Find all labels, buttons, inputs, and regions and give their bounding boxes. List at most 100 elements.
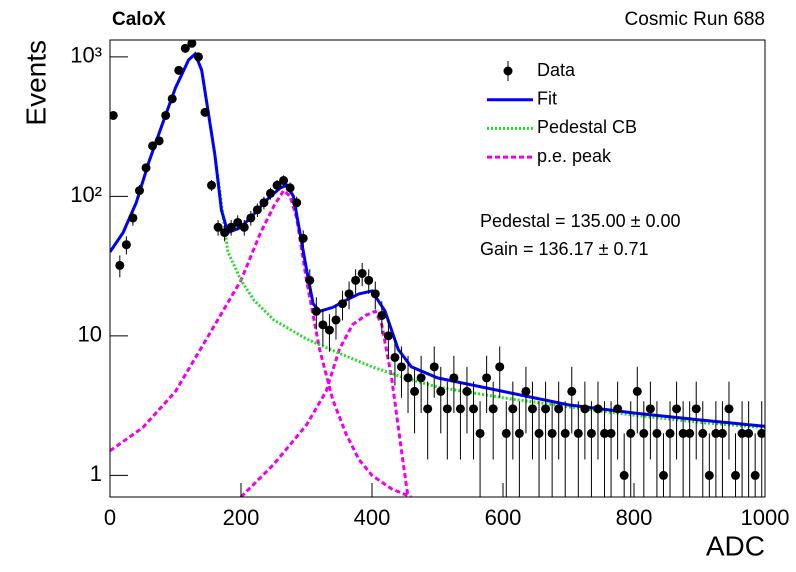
data-point [338,299,348,309]
data-point [134,186,144,196]
data-point [442,404,452,414]
data-point [554,404,564,414]
data-point [567,386,577,396]
data-point [436,386,446,396]
legend-label: p.e. peak [537,146,612,166]
data-point [462,386,472,396]
data-point [311,306,321,316]
data-point [370,289,380,299]
data-point [704,470,714,480]
data-point [724,404,734,414]
data-point [501,428,511,438]
data-point [259,198,269,208]
data-point [423,404,433,414]
data-point [495,362,505,372]
data-point [110,110,118,120]
data-point [586,428,596,438]
data-point [658,470,668,480]
data-point [233,217,243,227]
y-axis-label: Events [20,40,51,126]
data-point [121,240,131,250]
data-point [514,428,524,438]
plot-area [110,40,765,497]
y-tick-label: 10³ [70,43,102,68]
data-point [344,289,354,299]
data-point [527,404,537,414]
data-point [560,428,570,438]
data-point [351,275,361,285]
legend-label: Fit [537,88,557,108]
data-point [115,260,125,270]
data-point [717,428,727,438]
data-point [606,428,616,438]
x-tick-label: 200 [223,505,260,530]
chart-subtitle: Cosmic Run 688 [625,9,765,30]
y-tick-label: 10² [70,182,102,207]
data-point [377,310,387,320]
data-point [207,180,217,190]
data-point [193,52,203,62]
data-point [645,404,655,414]
frame [109,39,766,498]
data-point [174,65,184,75]
data-point [619,470,629,480]
x-tick-label: 400 [354,505,391,530]
data-point [678,428,688,438]
data-point [161,110,171,120]
data-point [305,275,315,285]
data-point [429,362,439,372]
data-point [613,404,623,414]
data-point [737,428,747,438]
data-point [396,362,406,372]
data-point [416,373,426,383]
data-point [187,40,197,48]
data-point [547,428,557,438]
y-tick-label: 10 [78,322,102,347]
data-point [252,205,262,215]
data-point [744,428,754,438]
fit-curve [110,188,412,497]
data-point [128,213,138,223]
data-point [220,228,230,238]
data-point [632,386,642,396]
data-point [246,213,256,223]
data-point [698,428,708,438]
data-point [508,404,518,414]
legend-label: Data [537,60,576,80]
annotation: Gain = 136.17 ± 0.71 [480,239,649,259]
data-point [383,331,393,341]
data-point [298,233,308,243]
data-point [731,470,741,480]
data-point [750,470,760,480]
x-tick-label: 1000 [741,505,790,530]
data-point [521,386,531,396]
data-point [534,428,544,438]
y-tick-label: 1 [90,461,102,486]
fit-curve [239,309,410,497]
data-point [272,180,282,190]
data-point [573,428,583,438]
data-point [639,428,649,438]
data-point [364,275,374,285]
data-point [691,404,701,414]
data-point [665,428,675,438]
data-point [279,175,289,185]
data-point [449,373,459,383]
data-point [410,386,420,396]
data-point [324,325,334,335]
data-point [200,107,210,117]
data-point [475,428,485,438]
data-point [482,373,492,383]
data-point [580,404,590,414]
data-point [672,404,682,414]
data-point [652,428,662,438]
data-point [141,163,151,173]
data-point [685,428,695,438]
data-point [285,183,295,193]
x-tick-label: 600 [485,505,522,530]
data-point [154,136,164,146]
legend-label: Pedestal CB [537,117,637,137]
data-point [357,268,367,278]
data-point [213,222,223,232]
